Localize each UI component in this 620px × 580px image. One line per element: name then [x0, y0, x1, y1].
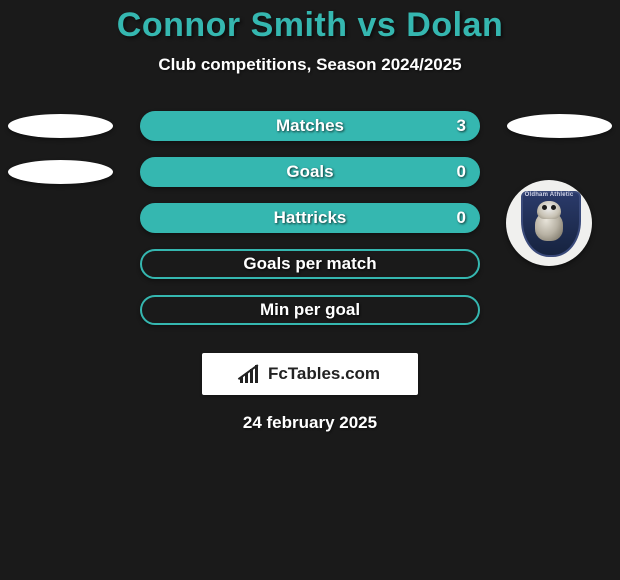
brand-text: FcTables.com — [268, 364, 380, 384]
player1-placeholder-icon — [8, 160, 113, 184]
stat-bar: Min per goal — [140, 295, 480, 325]
stat-label: Hattricks — [140, 203, 480, 233]
stat-label: Goals per match — [140, 249, 480, 279]
stat-row: Matches3 — [0, 103, 620, 149]
stat-label: Matches — [140, 111, 480, 141]
stat-bar: Goals per match — [140, 249, 480, 279]
stat-value: 0 — [457, 203, 466, 233]
player1-name: Connor Smith — [117, 6, 348, 44]
subtitle: Club competitions, Season 2024/2025 — [0, 55, 620, 75]
stat-label: Goals — [140, 157, 480, 187]
vs-text: vs — [357, 6, 396, 44]
player1-placeholder-icon — [8, 114, 113, 138]
crest-club-name: Oldham Athletic — [515, 192, 583, 198]
crest-graphic: Oldham Athletic — [515, 189, 583, 257]
date-text: 24 february 2025 — [0, 413, 620, 433]
player2-name: Dolan — [406, 6, 503, 44]
stat-bar: Hattricks0 — [140, 203, 480, 233]
brand-box: FcTables.com — [202, 353, 418, 395]
brand-chart-icon — [240, 365, 262, 383]
stat-bar: Matches3 — [140, 111, 480, 141]
stat-bar: Goals0 — [140, 157, 480, 187]
stats-card: Connor Smith vs Dolan Club competitions,… — [0, 6, 620, 580]
stat-value: 3 — [457, 111, 466, 141]
player2-placeholder-icon — [507, 114, 612, 138]
stat-row: Min per goal — [0, 287, 620, 333]
stat-label: Min per goal — [140, 295, 480, 325]
club-crest: Oldham Athletic — [506, 180, 592, 266]
page-title: Connor Smith vs Dolan — [0, 6, 620, 45]
stat-value: 0 — [457, 157, 466, 187]
